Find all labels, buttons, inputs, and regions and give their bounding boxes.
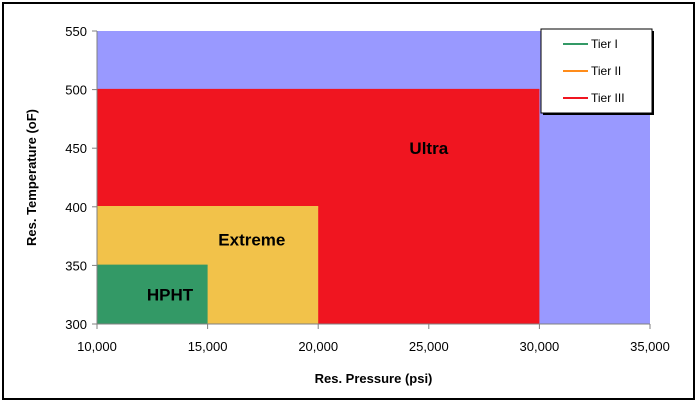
x-tick-label: 20,000 <box>298 339 338 354</box>
x-tick-label: 10,000 <box>77 339 117 354</box>
y-tick-label: 400 <box>65 200 87 215</box>
region-label-ultra: Ultra <box>409 139 448 158</box>
legend-box <box>540 28 653 114</box>
x-tick-label: 25,000 <box>409 339 449 354</box>
y-tick-label: 450 <box>65 141 87 156</box>
x-axis-title: Res. Pressure (psi) <box>315 371 433 386</box>
legend-label: Tier III <box>591 91 625 105</box>
y-tick-label: 500 <box>65 83 87 98</box>
y-axis-title: Res. Temperature (oF) <box>24 109 39 246</box>
region-label-hpht: HPHT <box>147 286 194 305</box>
region-labels: Ultra Extreme HPHT <box>147 139 449 305</box>
region-label-extreme: Extreme <box>218 231 285 250</box>
legend: Tier I Tier II Tier III <box>540 28 654 115</box>
chart-axes: 300 350 400 450 500 550 10,000 15,000 20,000 25,0… <box>65 24 670 354</box>
x-tick-label: 15,000 <box>188 339 228 354</box>
chart-regions <box>97 88 540 324</box>
y-tick-label: 550 <box>65 24 87 39</box>
legend-label: Tier II <box>591 64 621 78</box>
x-tick-label: 35,000 <box>630 339 670 354</box>
y-tick-label: 350 <box>65 258 87 273</box>
y-tick-label: 300 <box>65 317 87 332</box>
region-hpht <box>97 265 208 324</box>
legend-label: Tier I <box>591 37 618 51</box>
x-tick-label: 30,000 <box>520 339 560 354</box>
